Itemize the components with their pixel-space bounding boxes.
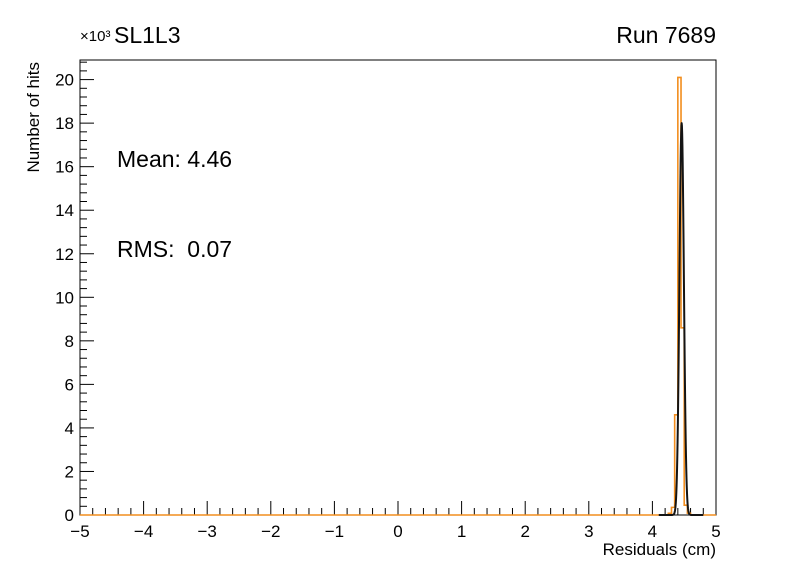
- histogram-series: [80, 76, 716, 516]
- y-tick-label: 18: [55, 114, 74, 133]
- x-tick-label: 4: [648, 522, 657, 541]
- x-tick-label: −5: [70, 522, 89, 541]
- x-tick-label: −1: [325, 522, 344, 541]
- x-tick-label: −2: [261, 522, 280, 541]
- plot-title: SL1L3: [114, 22, 181, 48]
- y-tick-label: 20: [55, 71, 74, 90]
- x-tick-label: 1: [457, 522, 466, 541]
- gaussian-fit-curve: [658, 122, 705, 516]
- y-tick-label: 10: [55, 288, 74, 307]
- x-tick-label: 5: [711, 522, 720, 541]
- x-axis-title: Residuals (cm): [602, 540, 716, 559]
- y-axis-title: Number of hits: [24, 62, 43, 173]
- stat-mean: Mean: 4.46: [117, 146, 233, 172]
- y-tick-label: 6: [65, 375, 74, 394]
- x-tick-label: −3: [198, 522, 217, 541]
- y-tick-label: 16: [55, 158, 74, 177]
- y-tick-label: 4: [65, 419, 74, 438]
- run-number-label: Run 7689: [616, 22, 716, 48]
- x-tick-label: −4: [134, 522, 153, 541]
- y-axis-exponent-label: ×10³: [80, 28, 111, 45]
- y-tick-label: 8: [65, 332, 74, 351]
- y-tick-label: 14: [55, 201, 74, 220]
- stats-box: Mean: 4.46 RMS: 0.07: [117, 84, 232, 324]
- x-tick-label: 0: [393, 522, 402, 541]
- x-tick-label: 2: [520, 522, 529, 541]
- stat-rms: RMS: 0.07: [117, 236, 233, 262]
- y-tick-label: 2: [65, 462, 74, 481]
- y-tick-label: 12: [55, 245, 74, 264]
- y-tick-label: 0: [65, 506, 74, 525]
- x-tick-label: 3: [584, 522, 593, 541]
